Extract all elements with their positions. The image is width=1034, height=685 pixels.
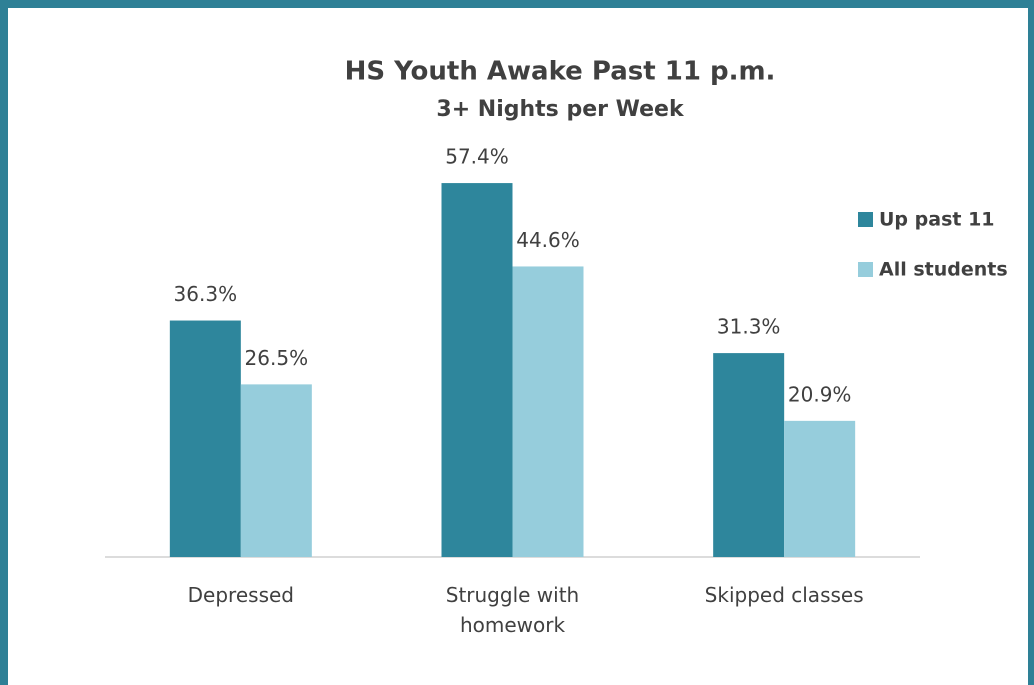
bar [240,384,312,557]
data-label: 44.6% [516,228,580,252]
legend-label: All students [879,259,1008,281]
data-label: 26.5% [245,346,309,370]
x-tick-label: Struggle with homework [445,583,580,637]
legend-swatch [858,262,873,277]
bar [713,353,785,557]
chart-subtitle: 3+ Nights per Week [436,97,685,122]
chart-title: HS Youth Awake Past 11 p.m. [345,57,776,87]
data-label: 20.9% [788,382,852,406]
bar [441,183,513,557]
x-tick-label: Skipped classes [704,583,864,607]
bar [169,320,241,557]
data-label: 57.4% [445,145,509,169]
legend-label: Up past 11 [879,209,995,231]
data-label: 36.3% [174,282,238,306]
data-label: 31.3% [717,315,781,339]
bar [784,420,856,557]
x-tick-label: Depressed [187,583,294,607]
legend-swatch [858,212,873,227]
bar [512,266,584,557]
